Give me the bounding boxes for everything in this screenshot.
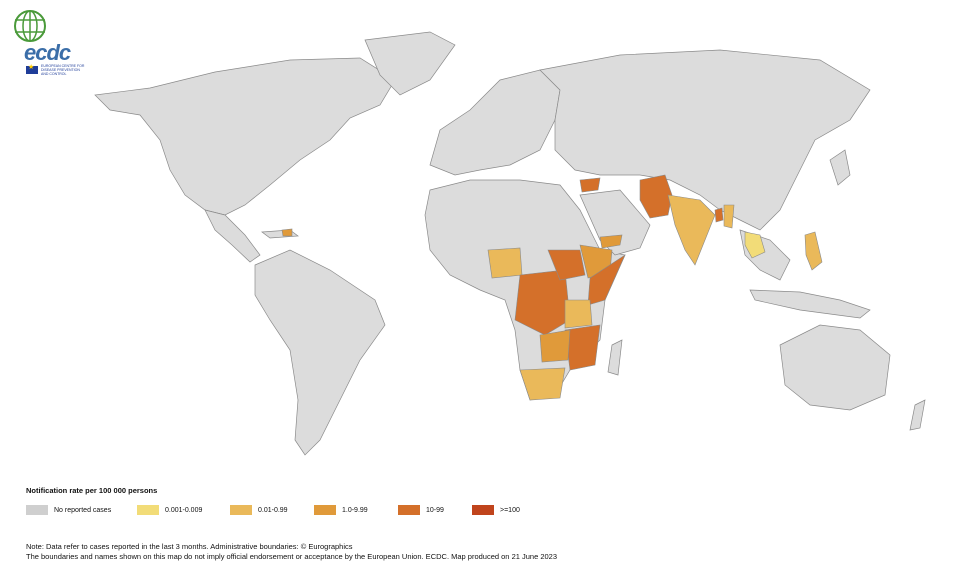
tanzania: [564, 299, 593, 329]
japan: [829, 149, 851, 186]
note-line-2: The boundaries and names shown on this m…: [26, 551, 558, 561]
nigeria: [487, 247, 523, 279]
legend-swatch: [314, 505, 336, 515]
india: [667, 194, 716, 266]
legend-label: 1.0-9.99: [342, 506, 368, 514]
pakistan-afghanistan: [639, 174, 673, 219]
indonesia: [749, 289, 871, 319]
asia: [539, 49, 871, 231]
south-africa: [519, 367, 566, 401]
legend-label: >=100: [500, 506, 520, 514]
legend-swatch: [398, 505, 420, 515]
greenland: [364, 31, 456, 96]
ecdc-wordmark: ecdc: [24, 40, 71, 65]
yemen: [599, 234, 623, 249]
legend-item-100: >=100: [472, 504, 520, 516]
land-layer: [94, 31, 926, 456]
legend-item-no-cases: No reported cases: [26, 504, 111, 516]
legend-label: 0.01-0.99: [258, 506, 288, 514]
legend-item-1: 1.0-9.99: [314, 504, 368, 516]
philippines: [804, 231, 823, 271]
zambia-zimbabwe: [539, 329, 571, 363]
caribbean: [261, 229, 299, 239]
south-america: [254, 249, 386, 456]
legend-swatch: [230, 505, 252, 515]
somalia-kenya: [587, 254, 626, 306]
affected-countries: [281, 174, 823, 401]
legend-swatch: [26, 505, 48, 515]
legend-label: 10-99: [426, 506, 444, 514]
agency-name: EUROPEAN CENTRE FOR DISEASE PREVENTION A…: [41, 64, 85, 76]
bangladesh: [714, 207, 724, 223]
haiti: [281, 228, 293, 237]
sudan-south-sudan: [547, 249, 586, 281]
ecdc-logo: ecdc EUROPEAN CENTRE FOR DISEASE PREVENT…: [10, 8, 90, 76]
map-note: Note: Data refer to cases reported in th…: [26, 542, 557, 561]
thailand: [744, 231, 766, 259]
legend-swatch: [137, 505, 159, 515]
legend-label: No reported cases: [54, 506, 112, 514]
legend-swatch: [472, 505, 494, 515]
arabia: [579, 189, 651, 256]
legend-item-10: 10-99: [398, 504, 444, 516]
madagascar: [607, 339, 623, 376]
legend-label: 0.001-0.009: [165, 506, 203, 514]
world-map: [94, 31, 926, 456]
legend-title: Notification rate per 100 000 persons: [26, 486, 158, 495]
central-america: [204, 209, 261, 263]
note-line-1: Note: Data refer to cases reported in th…: [26, 542, 353, 551]
new-zealand: [909, 399, 926, 431]
myanmar: [723, 204, 735, 229]
eu-flag-icon: [26, 63, 38, 74]
legend-item-001: 0.01-0.99: [230, 504, 288, 516]
globe-icon: [14, 10, 46, 42]
north-america: [94, 57, 396, 216]
syria-iraq: [579, 177, 601, 193]
australia: [779, 324, 891, 411]
legend-item-0001: 0.001-0.009: [137, 504, 202, 516]
europe: [429, 69, 561, 176]
malawi-mozambique: [564, 324, 601, 371]
